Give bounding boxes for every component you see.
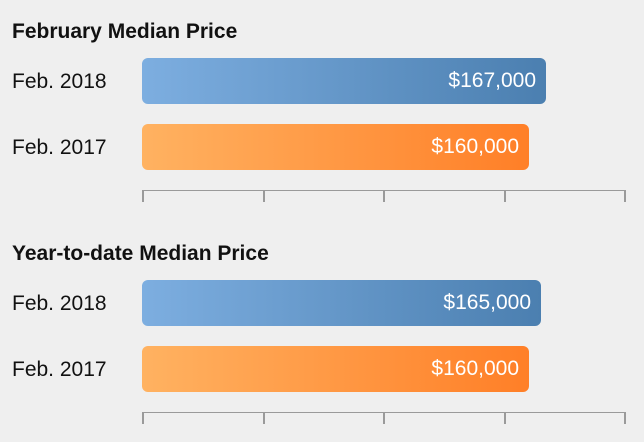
x-axis-tick (504, 412, 506, 424)
chart-title: Year-to-date Median Price (12, 242, 269, 265)
x-axis-tick (504, 190, 506, 202)
bar-feb-2018: $167,000 (142, 58, 546, 104)
data-label: $160,000 (431, 357, 519, 380)
category-label: Feb. 2017 (12, 136, 107, 159)
x-axis-tick (383, 412, 385, 424)
x-axis-tick (624, 190, 626, 202)
x-axis (142, 190, 626, 202)
bar-feb-2018: $165,000 (142, 280, 541, 326)
x-axis-tick (263, 412, 265, 424)
category-label: Feb. 2018 (12, 70, 107, 93)
data-label: $167,000 (448, 69, 536, 92)
data-label: $160,000 (431, 135, 519, 158)
chart-panel-february: February Median Price Feb. 2018 $167,000… (0, 0, 644, 210)
x-axis-tick (263, 190, 265, 202)
chart-panel-year-to-date: Year-to-date Median Price Feb. 2018 $165… (0, 222, 644, 432)
bar-feb-2017: $160,000 (142, 346, 529, 392)
x-axis-tick (142, 412, 144, 424)
category-label: Feb. 2017 (12, 358, 107, 381)
data-label: $165,000 (443, 291, 531, 314)
x-axis (142, 412, 626, 424)
category-label: Feb. 2018 (12, 292, 107, 315)
x-axis-tick (624, 412, 626, 424)
x-axis-tick (383, 190, 385, 202)
chart-title: February Median Price (12, 20, 238, 43)
x-axis-tick (142, 190, 144, 202)
bar-feb-2017: $160,000 (142, 124, 529, 170)
